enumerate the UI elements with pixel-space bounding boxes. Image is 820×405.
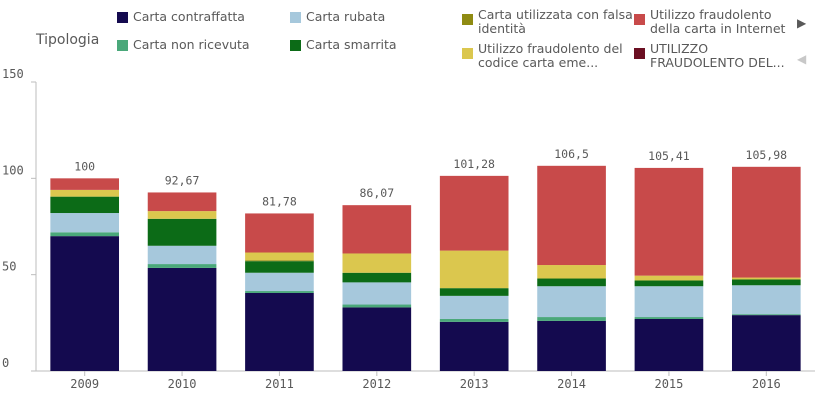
bar-segment: [731, 315, 801, 371]
bar-segment: [439, 295, 509, 319]
bar-segment: [245, 291, 314, 293]
x-tick-label: 2015: [654, 377, 683, 391]
legend-item-label[interactable]: Carta rubata: [306, 9, 386, 24]
legend-item-label[interactable]: Carta utilizzata con falsa identità: [478, 7, 633, 36]
legend-title: Tipologia: [36, 32, 100, 48]
bar-segment: [731, 285, 801, 315]
x-tick-label: 2009: [70, 377, 99, 391]
x-tick-label: 2014: [557, 377, 586, 391]
bar-segment: [245, 261, 314, 273]
bar-segment: [50, 213, 120, 233]
bar-segment: [245, 292, 314, 371]
legend-swatch: [117, 12, 128, 23]
total-label: 101,28: [453, 157, 495, 171]
bar-segment: [147, 267, 217, 371]
bar-segment: [342, 307, 412, 371]
bar-segment: [634, 286, 704, 318]
bar-segment: [439, 175, 509, 251]
y-tick-label: 150: [2, 67, 24, 81]
bar-segment: [634, 318, 704, 371]
legend-item-label[interactable]: Carta non ricevuta: [133, 37, 250, 52]
legend-item-label[interactable]: Utilizzo fraudolento della carta in Inter…: [650, 7, 786, 36]
legend-item-label[interactable]: Carta contraffatta: [133, 9, 245, 24]
legend-swatch: [290, 12, 301, 23]
y-tick-label: 100: [2, 163, 24, 177]
bar-segment: [342, 272, 412, 283]
bar-segment: [50, 189, 120, 197]
bar-segment: [731, 279, 801, 286]
bar-segment: [731, 166, 801, 278]
bar-segment: [50, 236, 120, 371]
legend-item-label[interactable]: UTILIZZO FRAUDOLENTO DEL...: [650, 41, 785, 70]
bar-segment: [537, 165, 606, 266]
bar-segment: [537, 317, 606, 321]
legend-swatch: [462, 14, 473, 25]
bar-segment: [537, 286, 606, 318]
bar-segment: [50, 196, 120, 214]
bar-segment: [439, 318, 509, 322]
x-tick-label: 2010: [168, 377, 197, 391]
bar-segment: [147, 264, 217, 268]
bar-segment: [537, 278, 606, 287]
bar-segment: [147, 211, 217, 219]
y-tick-label: 50: [2, 260, 16, 274]
total-label: 105,41: [648, 149, 690, 163]
total-label: 86,07: [360, 186, 395, 200]
bar-segment: [439, 321, 509, 371]
bar-segment: [439, 288, 509, 296]
legend-swatch: [462, 48, 473, 59]
bar-segment: [342, 282, 412, 305]
bar-segment: [50, 232, 120, 237]
bar-segment: [342, 304, 412, 308]
x-tick-label: 2012: [362, 377, 391, 391]
legend-item-label[interactable]: Utilizzo fraudolento del codice carta eme…: [478, 41, 623, 70]
bar-segment: [439, 250, 509, 289]
legend-item-label[interactable]: Carta smarrita: [306, 37, 397, 52]
x-tick-label: 2011: [265, 377, 294, 391]
bar-segment: [634, 280, 704, 287]
total-label: 100: [74, 159, 95, 173]
bar-segment: [342, 205, 412, 254]
legend-swatch: [634, 14, 645, 25]
bar-segment: [731, 314, 801, 316]
bar-segment: [634, 275, 704, 281]
bar-segment: [731, 277, 801, 280]
bar-segment: [634, 317, 704, 319]
legend-swatch: [117, 40, 128, 51]
bar-segment: [245, 213, 314, 253]
bar-segment: [245, 252, 314, 261]
bar-segment: [147, 192, 217, 212]
y-tick-label: 0: [2, 356, 9, 370]
bar-segment: [147, 218, 217, 246]
total-label: 106,5: [554, 147, 589, 161]
x-tick-label: 2013: [460, 377, 489, 391]
legend-prev-icon[interactable]: ◀: [797, 52, 807, 66]
bar-segment: [147, 245, 217, 265]
bar-segment: [537, 265, 606, 279]
bar-segment: [245, 272, 314, 292]
bar-segment: [245, 260, 314, 262]
total-label: 105,98: [746, 148, 788, 162]
bar-segment: [537, 320, 606, 371]
total-label: 81,78: [262, 194, 297, 208]
legend-swatch: [290, 40, 301, 51]
total-label: 92,67: [165, 173, 200, 187]
bar-segment: [342, 253, 412, 273]
legend-swatch: [634, 48, 645, 59]
bar-segment: [50, 178, 120, 190]
bar-segment: [634, 167, 704, 276]
x-tick-label: 2016: [752, 377, 781, 391]
legend-next-icon[interactable]: ▶: [797, 16, 807, 30]
